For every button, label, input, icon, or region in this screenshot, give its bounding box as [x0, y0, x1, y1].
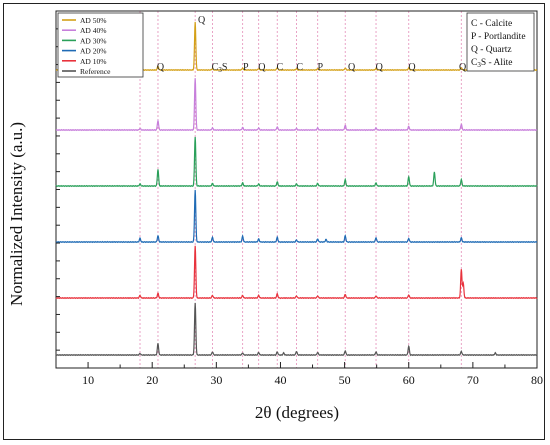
peak-label-7: C — [296, 62, 303, 73]
series-line-ad-40- — [55, 78, 538, 132]
peak-label-4: P — [243, 62, 249, 73]
y-axis — [56, 10, 60, 369]
series-line-ad-20- — [55, 189, 538, 244]
peak-label-2: Q — [198, 15, 206, 26]
phase-legend-entry-0: C - Calcite — [471, 19, 512, 29]
x-tick-label-10: 10 — [82, 373, 94, 387]
peak-label-12: Q — [459, 62, 467, 73]
legend-entry-2: AD 30% — [80, 36, 106, 45]
peak-label-3: C3S — [212, 62, 228, 74]
legend-entry-4: AD 10% — [80, 57, 106, 66]
y-axis-label: Normalized Intensity (a.u.) — [7, 122, 26, 306]
series-line-ad-30- — [55, 136, 538, 188]
peak-label-11: Q — [408, 62, 416, 73]
x-tick-label-70: 70 — [467, 373, 479, 387]
phase-legend: C - Calcite P - Portlandite Q - Quartz C3S … — [466, 12, 535, 72]
peak-label-6: C — [276, 62, 283, 73]
peak-labels: PQQC3SPQCCPQQQQ — [137, 15, 467, 74]
peak-label-1: Q — [157, 62, 165, 73]
x-tick-label-50: 50 — [339, 373, 351, 387]
series-legend: AD 50%AD 40%AD 30% AD 20%AD 10%Reference — [57, 12, 144, 78]
phase-legend-entry-1: P - Portlandite — [471, 32, 526, 42]
series-line-reference — [55, 302, 538, 357]
series-legend-box — [57, 12, 144, 78]
phase-legend-entry-2: Q - Quartz — [471, 45, 512, 55]
figure-frame — [3, 3, 545, 440]
x-tick-label-80: 80 — [531, 373, 543, 387]
peak-label-5: Q — [258, 62, 266, 73]
series-line-ad-10- — [55, 245, 538, 300]
legend-entry-5: Reference — [80, 67, 111, 76]
legend-entry-3: AD 20% — [80, 47, 106, 56]
peak-label-8: P — [317, 62, 323, 73]
x-axis: 10 20 30 40 50 60 70 80 — [55, 362, 543, 387]
legend-entry-1: AD 40% — [80, 26, 106, 35]
peak-label-10: Q — [376, 62, 384, 73]
legend-entry-0: AD 50% — [80, 16, 106, 25]
phase-legend-box — [466, 12, 535, 72]
series-group — [55, 21, 538, 357]
x-tick-label-20: 20 — [146, 373, 158, 387]
peak-label-9: Q — [348, 62, 356, 73]
phase-legend-entry-3: C3S - Alite — [471, 58, 513, 69]
x-tick-label-60: 60 — [403, 373, 415, 387]
x-tick-label-30: 30 — [210, 373, 222, 387]
x-axis-label: 2θ (degrees) — [255, 403, 339, 422]
x-tick-label-40: 40 — [274, 373, 286, 387]
